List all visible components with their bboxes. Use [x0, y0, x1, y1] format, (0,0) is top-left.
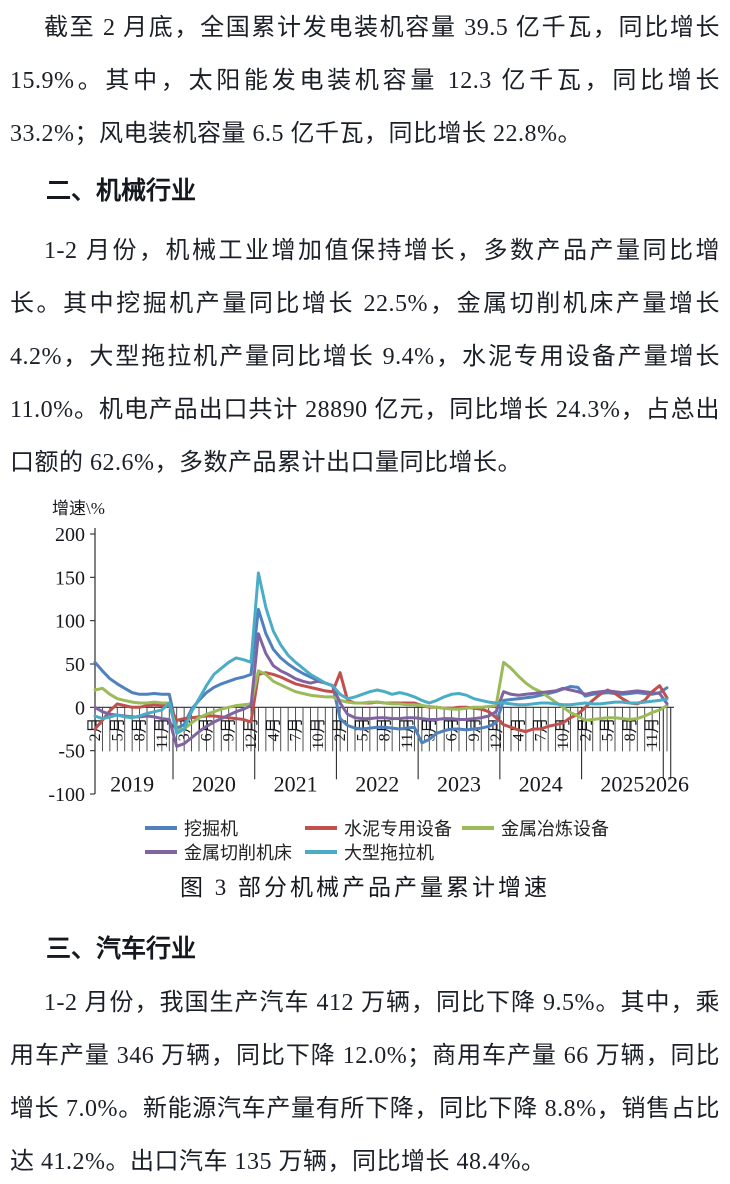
x-axis-month-label: 11月 — [154, 717, 171, 748]
legend-item-metal-smelting-equipment: 金属冶炼设备 — [462, 817, 720, 839]
paragraph-machinery-industry: 1-2 月份，机械工业增加值保持增长，多数产品产量同比增长。其中挖掘机产量同比增… — [10, 238, 720, 476]
y-axis-tick-label: 200 — [55, 524, 85, 546]
legend-label: 金属切削机床 — [184, 843, 292, 863]
legend-swatch — [305, 826, 337, 830]
heading-auto-industry: 三、汽车行业 — [46, 935, 197, 963]
x-axis-month-label: 5月 — [600, 717, 617, 741]
x-axis-month-label: 4月 — [265, 717, 282, 741]
line-chart: 增速\%2月5月8月11月3月6月9月12月4月7月10月2月5月8月11月3月… — [10, 494, 720, 811]
y-axis-tick-label: -100 — [48, 784, 85, 806]
legend-label: 金属冶炼设备 — [501, 819, 609, 839]
figure-caption: 图 3 部分机械产品产量累计增速 — [180, 875, 550, 900]
legend-item-excavator: 挖掘机 — [145, 817, 305, 839]
x-axis-year-label: 2022 — [355, 771, 399, 796]
x-axis-year-label: 2019 — [110, 771, 154, 796]
x-axis-year-label: 2026 — [645, 771, 689, 796]
x-axis-month-label: 9月 — [221, 717, 238, 741]
x-axis-month-label: 8月 — [377, 717, 394, 741]
x-axis-year-label: 2023 — [437, 771, 481, 796]
x-axis-year-label: 2024 — [519, 771, 563, 796]
paragraph-power-generation: 截至 2 月底，全国累计发电装机容量 39.5 亿千瓦，同比增长 15.9%。其… — [10, 15, 720, 147]
y-axis-tick-label: -50 — [58, 741, 85, 763]
x-axis-month-label: 7月 — [288, 717, 305, 741]
x-axis-month-label: 12月 — [243, 717, 260, 749]
x-axis-year-label: 2025 — [600, 771, 644, 796]
y-axis-tick-label: 150 — [55, 567, 85, 589]
legend-swatch — [462, 826, 494, 830]
y-axis-tick-label: 100 — [55, 611, 85, 633]
paragraph-auto-industry: 1-2 月份，我国生产汽车 412 万辆，同比下降 9.5%。其中，乘用车产量 … — [10, 990, 720, 1175]
y-axis-tick-label: 50 — [65, 654, 85, 676]
legend-label: 挖掘机 — [184, 819, 238, 839]
legend-item-large-tractor: 大型拖拉机 — [305, 841, 462, 863]
series-line-metal-cutting-machine-tools — [93, 632, 669, 748]
x-axis-month-label: 8月 — [622, 717, 639, 741]
x-axis-month-label: 8月 — [132, 717, 149, 741]
x-axis-month-label: 11月 — [644, 717, 661, 748]
legend-swatch — [145, 826, 177, 830]
legend-label: 水泥专用设备 — [344, 819, 452, 839]
x-axis-year-label: 2021 — [274, 771, 318, 796]
series-line-large-tractor — [93, 571, 669, 735]
x-axis-month-label: 5月 — [109, 717, 126, 741]
legend-swatch — [305, 850, 337, 854]
legend-label: 大型拖拉机 — [344, 843, 434, 863]
series-line-metal-smelting-equipment — [93, 660, 669, 733]
chart-svg: 增速\%2月5月8月11月3月6月9月12月4月7月10月2月5月8月11月3月… — [48, 499, 689, 806]
y-axis-title: 增速\% — [52, 499, 105, 518]
x-axis-year-label: 2020 — [192, 771, 236, 796]
x-axis-month-label: 2月 — [577, 717, 594, 741]
heading-machinery-industry: 二、机械行业 — [46, 177, 197, 205]
legend-swatch — [145, 850, 177, 854]
y-axis-tick-label: 0 — [75, 697, 85, 719]
x-axis-month-label: 11月 — [399, 717, 416, 748]
figure-machinery-growth: 增速\%2月5月8月11月3月6月9月12月4月7月10月2月5月8月11月3月… — [10, 494, 720, 903]
x-axis-month-label: 10月 — [310, 717, 327, 749]
legend-item-metal-cutting-machine-tools: 金属切削机床 — [145, 841, 305, 863]
chart-legend: 挖掘机 水泥专用设备 金属冶炼设备金属切削机床 大型拖拉机 — [145, 817, 720, 863]
legend-item-cement-equipment: 水泥专用设备 — [305, 817, 462, 839]
